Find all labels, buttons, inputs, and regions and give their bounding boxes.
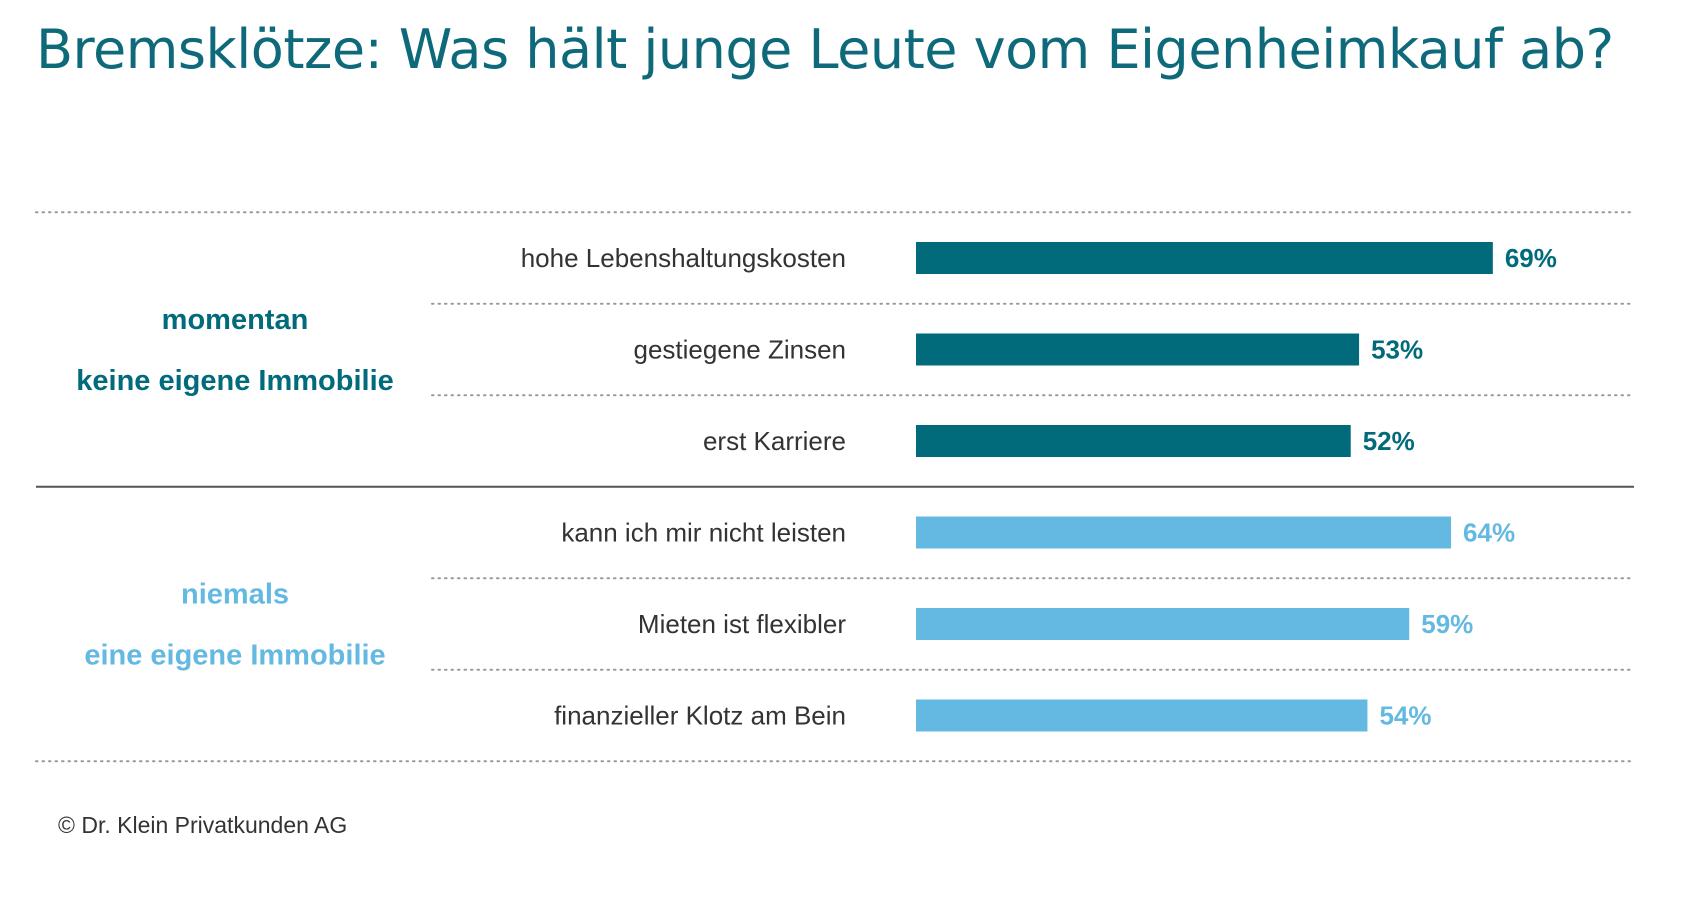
bar (916, 242, 1493, 274)
value-label: 69% (1505, 243, 1557, 273)
chart-title: Bremsklötze: Was hält junge Leute vom Ei… (36, 18, 1614, 81)
row-label: gestiegene Zinsen (634, 335, 846, 365)
group-label: momentan (162, 304, 309, 336)
bar (916, 608, 1410, 640)
value-label: 52% (1363, 426, 1415, 456)
group-label: eine eigene Immobilie (84, 640, 385, 672)
bar (916, 516, 1452, 549)
row-label: Mieten ist flexibler (638, 609, 846, 639)
copyright-footer: © Dr. Klein Privatkunden AG (58, 812, 348, 838)
value-label: 53% (1371, 335, 1423, 365)
group-label: niemals (181, 579, 289, 611)
value-label: 54% (1379, 701, 1431, 731)
bar (916, 333, 1360, 366)
bar (916, 425, 1351, 457)
value-label: 59% (1421, 609, 1473, 639)
row-label: finanzieller Klotz am Bein (554, 701, 846, 731)
row-label: kann ich mir nicht leisten (561, 518, 846, 548)
bar (916, 699, 1368, 732)
row-label: hohe Lebenshaltungskosten (521, 243, 846, 273)
group-label: keine eigene Immobilie (76, 365, 394, 397)
value-label: 64% (1463, 518, 1515, 548)
row-label: erst Karriere (703, 426, 846, 456)
